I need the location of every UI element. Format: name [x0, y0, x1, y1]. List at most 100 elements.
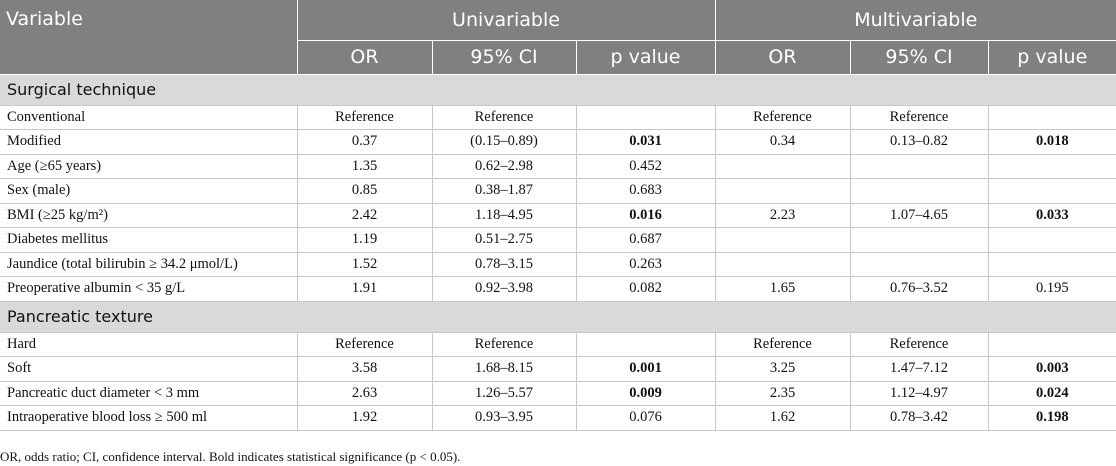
cell: Reference: [714, 331, 851, 357]
data-row: Diabetes mellitus 1.19 0.51–2.75 0.687: [0, 227, 1116, 253]
cell: 0.62–2.98: [431, 153, 577, 179]
cell: Reference: [431, 331, 577, 357]
cell: 0.033: [987, 202, 1116, 228]
row-label: Preoperative albumin < 35 g/L: [0, 276, 298, 302]
data-row: Soft 3.58 1.68–8.15 0.001 3.25 1.47–7.12 0.003: [0, 356, 1116, 382]
data-row: Pancreatic duct diameter < 3 mm 2.63 1.26–…: [0, 380, 1116, 406]
results-table: Variable Univariable Multivariable OR 95%…: [0, 0, 1116, 431]
cell: 1.65: [714, 276, 851, 302]
cell: [849, 251, 989, 277]
cell: 0.024: [987, 380, 1116, 406]
cell: 0.92–3.98: [431, 276, 577, 302]
cell: 0.683: [575, 178, 716, 204]
cell: [575, 331, 716, 357]
cell: 0.13–0.82: [849, 129, 989, 155]
cell: Reference: [849, 331, 989, 357]
cell: Reference: [296, 104, 433, 130]
cell: [714, 227, 851, 253]
cell: [849, 178, 989, 204]
cell: [849, 227, 989, 253]
cell: 2.35: [714, 380, 851, 406]
group-header: Univariable: [296, 0, 715, 41]
cell: [987, 104, 1116, 130]
cell: (0.15–0.89): [431, 129, 577, 155]
cell: 1.68–8.15: [431, 356, 577, 382]
cell: [714, 178, 851, 204]
cell: [987, 331, 1116, 357]
row-label: Age (≥65 years): [0, 153, 298, 179]
cell: 0.076: [575, 405, 716, 431]
cell: 1.26–5.57: [431, 380, 577, 406]
cell: [987, 227, 1116, 253]
variable-header: Variable: [0, 0, 297, 75]
data-row: Age (≥65 years) 1.35 0.62–2.98 0.452: [0, 153, 1116, 179]
cell: 0.003: [987, 356, 1116, 382]
cell: [987, 178, 1116, 204]
cell: 0.016: [575, 202, 716, 228]
cell: 0.38–1.87: [431, 178, 577, 204]
cell: 2.23: [714, 202, 851, 228]
cell: [987, 153, 1116, 179]
cell: Reference: [296, 331, 433, 357]
cell: 0.031: [575, 129, 716, 155]
row-label: Sex (male): [0, 178, 298, 204]
cell: 1.07–4.65: [849, 202, 989, 228]
row-label: Jaundice (total bilirubin ≥ 34.2 μmol/L): [0, 251, 298, 277]
cell: 0.018: [987, 129, 1116, 155]
cell: 1.12–4.97: [849, 380, 989, 406]
data-row: BMI (≥25 kg/m²) 2.42 1.18–4.95 0.016 2.23 1.0…: [0, 202, 1116, 228]
column-header: p value: [987, 40, 1116, 75]
cell: Reference: [431, 104, 577, 130]
data-row: Hard Reference Reference Reference Reference: [0, 331, 1116, 357]
cell: 0.51–2.75: [431, 227, 577, 253]
cell: 0.009: [575, 380, 716, 406]
data-row: Jaundice (total bilirubin ≥ 34.2 μmol/L)…: [0, 251, 1116, 277]
cell: 2.63: [296, 380, 433, 406]
cell: [987, 251, 1116, 277]
footnote: OR, odds ratio; CI, confidence interval.…: [0, 449, 461, 464]
cell: 1.62: [714, 405, 851, 431]
cell: 0.687: [575, 227, 716, 253]
cell: [714, 251, 851, 277]
group-header: Multivariable: [714, 0, 1116, 41]
cell: [849, 153, 989, 179]
data-row: Modified 0.37 (0.15–0.89) 0.031 0.34 0.13–0.8…: [0, 129, 1116, 155]
column-header: OR: [714, 40, 850, 75]
section-row: Pancreatic texture: [0, 300, 1116, 333]
cell: 1.52: [296, 251, 433, 277]
data-row: Conventional Reference Reference Reference R…: [0, 104, 1116, 130]
cell: 2.42: [296, 202, 433, 228]
row-label: Diabetes mellitus: [0, 227, 298, 253]
cell: Reference: [849, 104, 989, 130]
cell: 1.47–7.12: [849, 356, 989, 382]
cell: 0.082: [575, 276, 716, 302]
cell: 0.76–3.52: [849, 276, 989, 302]
section-title: Pancreatic texture: [0, 300, 1116, 333]
cell: 0.93–3.95: [431, 405, 577, 431]
row-label: Modified: [0, 129, 298, 155]
cell: [575, 104, 716, 130]
row-label: Pancreatic duct diameter < 3 mm: [0, 380, 298, 406]
cell: 0.34: [714, 129, 851, 155]
cell: [714, 153, 851, 179]
cell: 0.85: [296, 178, 433, 204]
data-row: Intraoperative blood loss ≥ 500 ml 1.92 0.…: [0, 405, 1116, 431]
cell: 1.19: [296, 227, 433, 253]
cell: 0.263: [575, 251, 716, 277]
row-label: BMI (≥25 kg/m²): [0, 202, 298, 228]
cell: 1.91: [296, 276, 433, 302]
cell: 3.58: [296, 356, 433, 382]
column-header: 95% CI: [431, 40, 576, 75]
cell: 0.78–3.15: [431, 251, 577, 277]
row-label: Soft: [0, 356, 298, 382]
cell: 0.198: [987, 405, 1116, 431]
section-row: Surgical technique: [0, 73, 1116, 106]
cell: 0.78–3.42: [849, 405, 989, 431]
cell: 0.195: [987, 276, 1116, 302]
cell: 1.92: [296, 405, 433, 431]
data-row: Preoperative albumin < 35 g/L 1.91 0.92–3.…: [0, 276, 1116, 302]
column-header: 95% CI: [849, 40, 988, 75]
column-header: p value: [575, 40, 715, 75]
section-title: Surgical technique: [0, 73, 1116, 106]
